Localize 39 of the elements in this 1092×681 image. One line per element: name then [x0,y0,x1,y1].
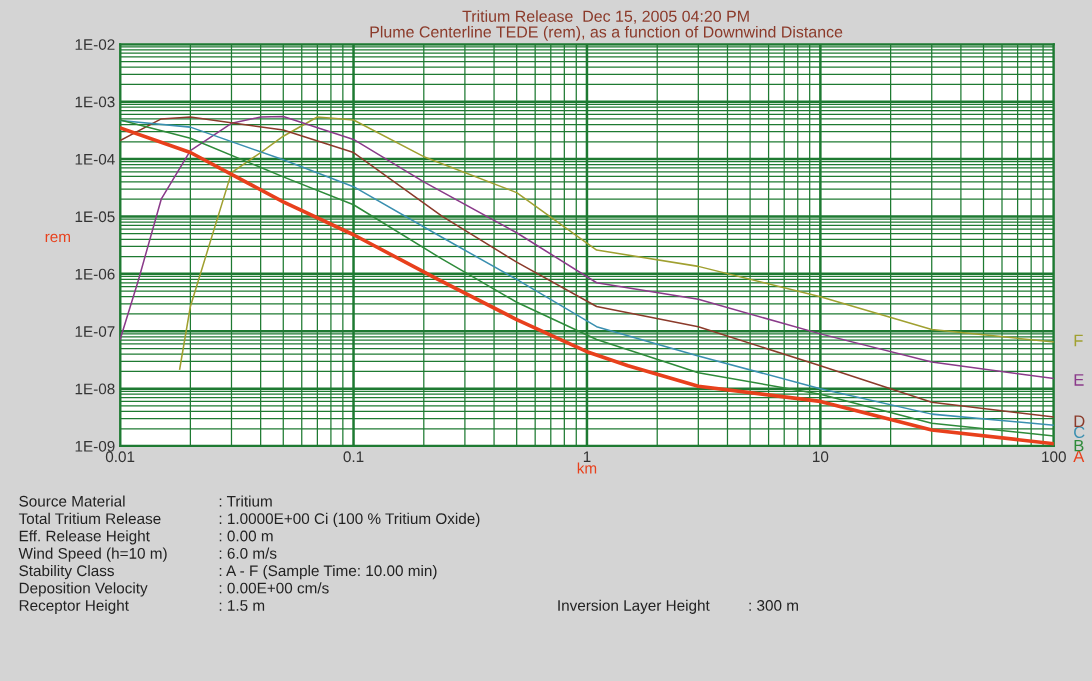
y-tick-label: 1E-08 [75,383,115,395]
text: Deposition Velocity [19,582,148,597]
y-tick-label: 1E-03 [75,96,115,108]
text: : Tritium [219,495,272,507]
y-tick-label: 1E-09 [75,440,115,452]
series-label: B [1074,439,1084,452]
text: : 300 m [749,600,798,611]
x-tick-label: 0.01 [105,451,135,463]
text: : A - F (Sample Time: 10.00 min) [219,564,437,580]
text: Wind Speed (h=10 m) [18,547,167,562]
series-label: F [1074,334,1083,347]
y-axis-title: rem [45,233,70,243]
series-label: E [1074,374,1084,386]
text: Eff. Release Height [19,530,150,545]
y-tick-label: 1E-07 [75,326,115,337]
x-tick-label: 1 [583,451,591,462]
y-tick-label: 1E-06 [75,268,115,280]
x-axis-title: km [577,462,597,474]
text: : 0.00 m [219,530,273,542]
text: : 1.0000E+00 Ci (100 % Tritium Oxide) [219,512,480,528]
text: Inversion Layer Height [558,599,710,614]
y-tick-label: 1E-04 [75,153,115,165]
text: Receptor Height [19,599,129,614]
x-tick-label: 10 [813,451,829,463]
x-tick-label: 100 [1042,451,1066,463]
text: : 1.5 m [219,600,265,611]
y-tick-label: 1E-02 [75,39,115,50]
chart-title: Tritium Release Dec 15, 2005 04:20 PM [462,10,749,24]
series-label: D [1074,415,1085,427]
text: : 6.0 m/s [219,547,277,559]
y-tick-label: 1E-05 [75,211,115,223]
series-label: A [1073,450,1085,462]
source-note: Source Material [19,495,125,507]
text: Stability Class [19,564,114,580]
chart-subtitle: Plume Centerline TEDE (rem), as a function of Downwind Distance [370,25,843,41]
x-tick-label: 0.1 [343,451,364,463]
series-label: C [1074,426,1085,439]
text: : 0.00E+00 cm/s [219,582,329,594]
text: Total Tritium Release [18,512,161,525]
